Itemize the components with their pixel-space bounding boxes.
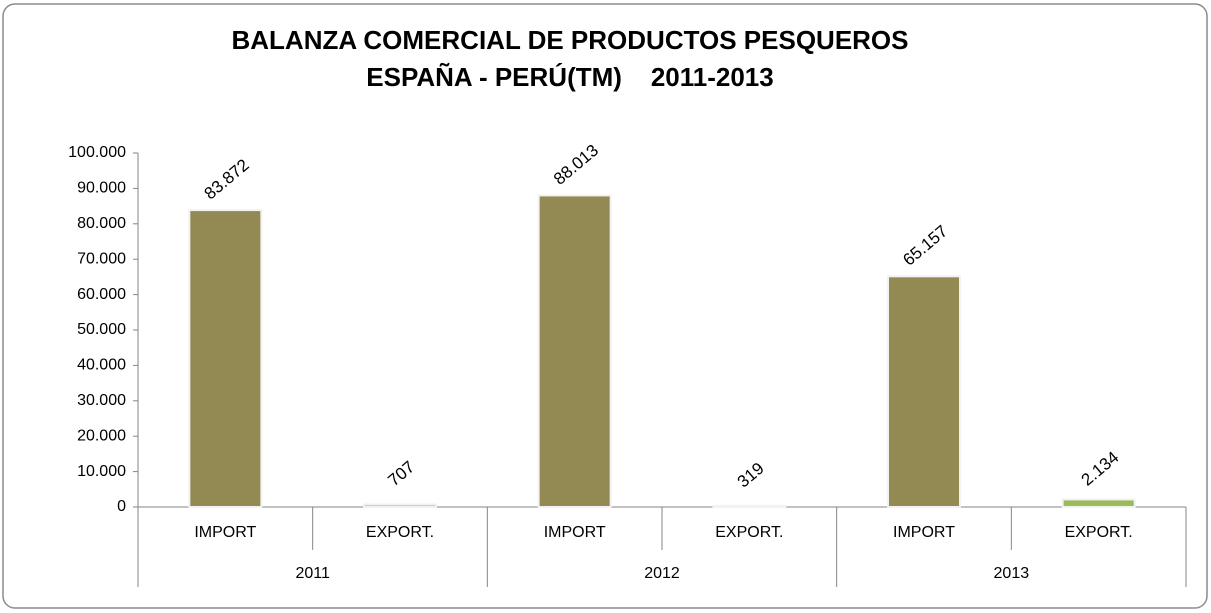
chart-title: ESPAÑA - PERÚ(TM) 2011-2013 xyxy=(366,62,773,92)
y-tick-label: 20.000 xyxy=(77,427,126,444)
y-tick-label: 80.000 xyxy=(77,215,126,232)
x-tick-label: EXPORT. xyxy=(715,524,783,541)
y-tick-label: 100.000 xyxy=(68,144,126,161)
x-tick-label: EXPORT. xyxy=(1065,524,1133,541)
group-label: 2013 xyxy=(994,565,1030,582)
y-tick-label: 0 xyxy=(117,498,126,515)
x-tick-label: IMPORT xyxy=(194,524,256,541)
bar xyxy=(188,209,263,509)
bar xyxy=(363,503,437,509)
bar xyxy=(537,194,612,508)
y-tick-label: 30.000 xyxy=(77,392,126,409)
x-tick-label: EXPORT. xyxy=(366,524,434,541)
y-tick-label: 70.000 xyxy=(77,250,126,267)
y-tick-label: 90.000 xyxy=(77,180,126,197)
y-tick-label: 50.000 xyxy=(77,321,126,338)
bar xyxy=(1061,498,1136,509)
bar xyxy=(887,275,961,508)
x-tick-label: IMPORT xyxy=(544,524,606,541)
group-label: 2011 xyxy=(295,565,330,582)
x-tick-label: IMPORT xyxy=(893,524,955,541)
y-tick-label: 10.000 xyxy=(77,463,126,480)
y-tick-label: 60.000 xyxy=(77,286,126,303)
group-label: 2012 xyxy=(644,565,680,582)
chart-title: BALANZA COMERCIAL DE PRODUCTOS PESQUEROS xyxy=(231,25,908,55)
bar xyxy=(712,504,787,508)
y-tick-label: 40.000 xyxy=(77,357,126,374)
